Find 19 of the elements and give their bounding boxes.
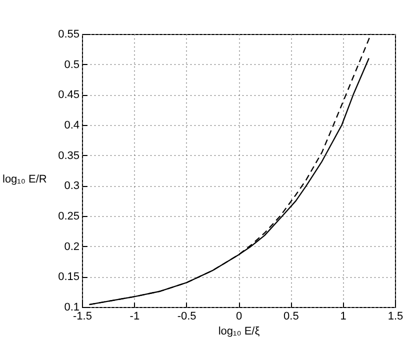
y-tick-label: 0.1 (64, 302, 80, 314)
x-tick-label: -1 (130, 310, 140, 322)
x-tick-label: -1.5 (73, 310, 92, 322)
y-tick-label: 0.15 (58, 271, 80, 284)
x-tick-label: 1 (340, 310, 346, 322)
y-tick-label: 0.55 (58, 28, 80, 40)
x-tick-label: 1.5 (388, 310, 404, 322)
y-tick-label: 0.3 (64, 180, 80, 192)
x-axis-title: log₁₀ E/ξ (218, 326, 260, 338)
y-tick-label: 0.4 (64, 120, 80, 132)
y-tick-label: 0.35 (58, 150, 80, 162)
y-tick-label: 0.45 (58, 89, 80, 102)
y-axis-title: log₁₀ E/R (2, 174, 47, 186)
x-tick-label: 0.5 (284, 310, 299, 322)
x-tick-label: 0 (236, 310, 242, 322)
x-tick-label: -0.5 (177, 310, 196, 322)
y-tick-label: 0.2 (64, 240, 80, 253)
y-tick-label: 0.5 (64, 58, 80, 71)
y-tick-label: 0.25 (58, 210, 80, 222)
